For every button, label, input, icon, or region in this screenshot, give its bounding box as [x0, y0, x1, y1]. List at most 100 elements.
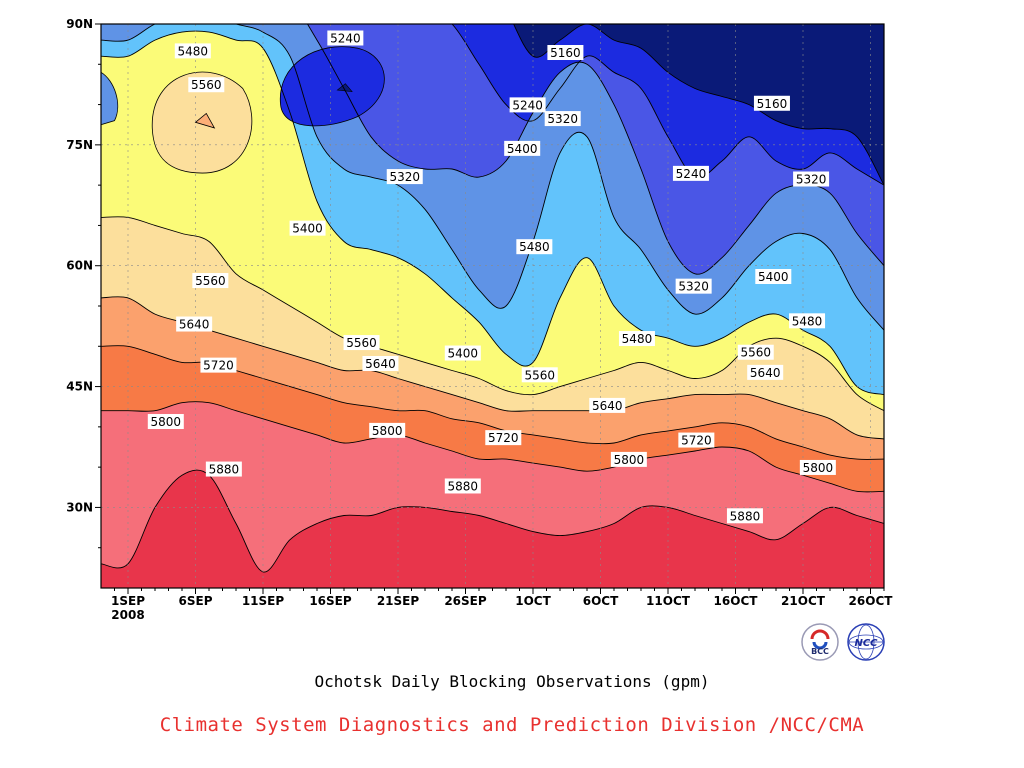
contour-label-text: 5640: [750, 366, 781, 380]
x-tick-label: 21OCT: [781, 594, 826, 608]
contour-label: 5800: [610, 451, 647, 467]
bcc-logo-text: BCC: [811, 647, 829, 656]
contour-label: 5880: [205, 461, 242, 477]
contour-label-text: 5240: [330, 32, 361, 46]
y-tick-label: 45N: [66, 380, 93, 394]
contour-label-text: 5800: [803, 461, 834, 475]
y-tick-label: 60N: [66, 259, 93, 273]
contour-line-5480: [101, 30, 884, 396]
x-tick-label: 16OCT: [714, 594, 759, 608]
contour-label-text: 5800: [372, 424, 403, 438]
y-tick-label: 75N: [66, 138, 93, 152]
contour-label: 5560: [737, 344, 774, 360]
contour-label: 5800: [147, 414, 184, 430]
x-tick-label: 6OCT: [583, 594, 619, 608]
contour-label-text: 5640: [592, 399, 623, 413]
contour-label-text: 5720: [488, 431, 519, 445]
contour-label-text: 5240: [676, 167, 707, 181]
contour-label-text: 5480: [792, 314, 823, 328]
ncc-logo-text: NCC: [854, 638, 878, 649]
contour-label: 5720: [678, 432, 715, 448]
contour-labels: 5480 5560 5240 5160 5240 5320 5160 5400 5320 5240…: [147, 30, 836, 524]
contour-label: 5560: [192, 273, 229, 289]
contour-label: 5400: [504, 140, 541, 156]
contour-label-text: 5880: [730, 509, 761, 523]
contour-label: 5800: [369, 422, 406, 438]
x-year-label: 2008: [111, 608, 144, 622]
contour-label: 5640: [589, 397, 626, 413]
contour-label-text: 5240: [512, 98, 543, 112]
contour-label-text: 5560: [524, 368, 555, 382]
contour-label: 5880: [726, 508, 763, 524]
y-tick-label: 90N: [66, 17, 93, 31]
contour-label: 5720: [485, 430, 522, 446]
band-5880: [101, 470, 884, 588]
contour-label: 5880: [444, 478, 481, 494]
contour-label: 5240: [327, 30, 364, 46]
ncc-logo: NCC: [847, 623, 885, 661]
chart-credit: Climate System Diagnostics and Predictio…: [159, 714, 865, 736]
contour-label-text: 5400: [507, 142, 538, 156]
contour-label-text: 5800: [151, 415, 182, 429]
contour-label-text: 5480: [178, 44, 209, 58]
x-tick-label: 11OCT: [646, 594, 691, 608]
contour-label: 5320: [793, 171, 830, 187]
contour-line-5160: [513, 24, 884, 186]
contour-label-text: 5480: [519, 240, 550, 254]
contour-label-text: 5800: [614, 453, 645, 467]
contour-label: 5480: [789, 313, 826, 329]
contour-label: 5720: [200, 357, 237, 373]
x-tick-label: 11SEP: [242, 594, 285, 608]
contour-label: 5160: [547, 45, 584, 61]
contour-label: 5400: [444, 345, 481, 361]
x-tick-label: 26SEP: [444, 594, 487, 608]
contour-label-text: 5640: [365, 357, 396, 371]
contour-label-text: 5640: [179, 318, 210, 332]
contour-label: 5800: [799, 459, 836, 475]
contour-line-5320: [306, 24, 884, 275]
contour-label: 5560: [521, 367, 558, 383]
contour-label: 5320: [544, 111, 581, 127]
contour-label: 5640: [176, 316, 213, 332]
x-tick-label: 1OCT: [515, 594, 551, 608]
contour-label-text: 5160: [550, 46, 581, 60]
contour-line-5240: [396, 24, 884, 186]
contour-label: 5640: [362, 356, 399, 372]
contour-label: 5560: [343, 335, 380, 351]
contour-label-text: 5400: [448, 347, 479, 361]
contour-label-text: 5320: [678, 280, 709, 294]
contour-label-text: 5880: [209, 463, 240, 477]
high-cell-5640: [194, 112, 216, 129]
x-axis: 1SEP 6SEP 11SEP 16SEP 21SEP 26SEP 1OCT 6OCT 11OC…: [111, 588, 893, 622]
chart-title: Ochotsk Daily Blocking Observations (gpm…: [314, 672, 710, 691]
x-tick-label: 21SEP: [377, 594, 420, 608]
x-tick-label: 6SEP: [179, 594, 213, 608]
contour-label: 5560: [188, 77, 225, 93]
contour-label-text: 5880: [448, 479, 479, 493]
contour-label-text: 5720: [203, 359, 234, 373]
contour-label-text: 5320: [796, 173, 827, 187]
contour-label: 5240: [672, 165, 709, 181]
x-tick-label: 1SEP: [111, 594, 145, 608]
contour-label: 5160: [753, 95, 790, 111]
contour-label-text: 5560: [346, 336, 377, 350]
contour-label-text: 5160: [757, 97, 788, 111]
contour-label-text: 5560: [740, 346, 771, 360]
y-axis: 90N 75N 60N 45N 30N: [66, 17, 101, 549]
contour-label: 5480: [618, 331, 655, 347]
low-center-5160: [336, 83, 353, 93]
contour-line-5800: [101, 401, 884, 493]
x-tick-label: 26OCT: [849, 594, 894, 608]
x-tick-label: 16SEP: [309, 594, 352, 608]
contour-line-5880: [101, 469, 884, 573]
contour-label: 5320: [675, 278, 712, 294]
contour-label: 5400: [289, 220, 326, 236]
contour-label: 5240: [509, 97, 546, 113]
y-tick-label: 30N: [66, 500, 93, 514]
contour-label-text: 5320: [547, 112, 578, 126]
low-cell-west-5320: [101, 71, 119, 126]
contour-label: 5320: [386, 169, 423, 185]
contour-label-text: 5400: [758, 270, 789, 284]
contour-label-text: 5320: [389, 170, 420, 184]
